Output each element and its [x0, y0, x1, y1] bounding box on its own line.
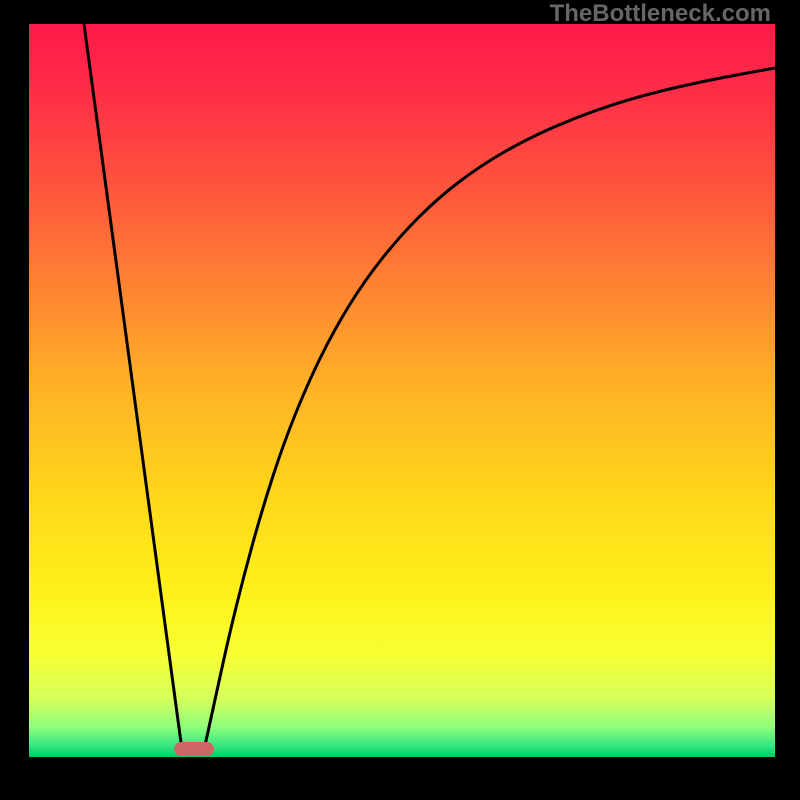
left-curve: [84, 24, 182, 750]
curve-layer: [29, 24, 775, 757]
watermark-text: TheBottleneck.com: [550, 0, 771, 28]
chart-root: { "chart": { "type": "line", "canvas": {…: [0, 0, 800, 800]
minimum-marker: [174, 742, 214, 756]
right-curve: [204, 68, 775, 750]
plot-area: [29, 24, 775, 757]
